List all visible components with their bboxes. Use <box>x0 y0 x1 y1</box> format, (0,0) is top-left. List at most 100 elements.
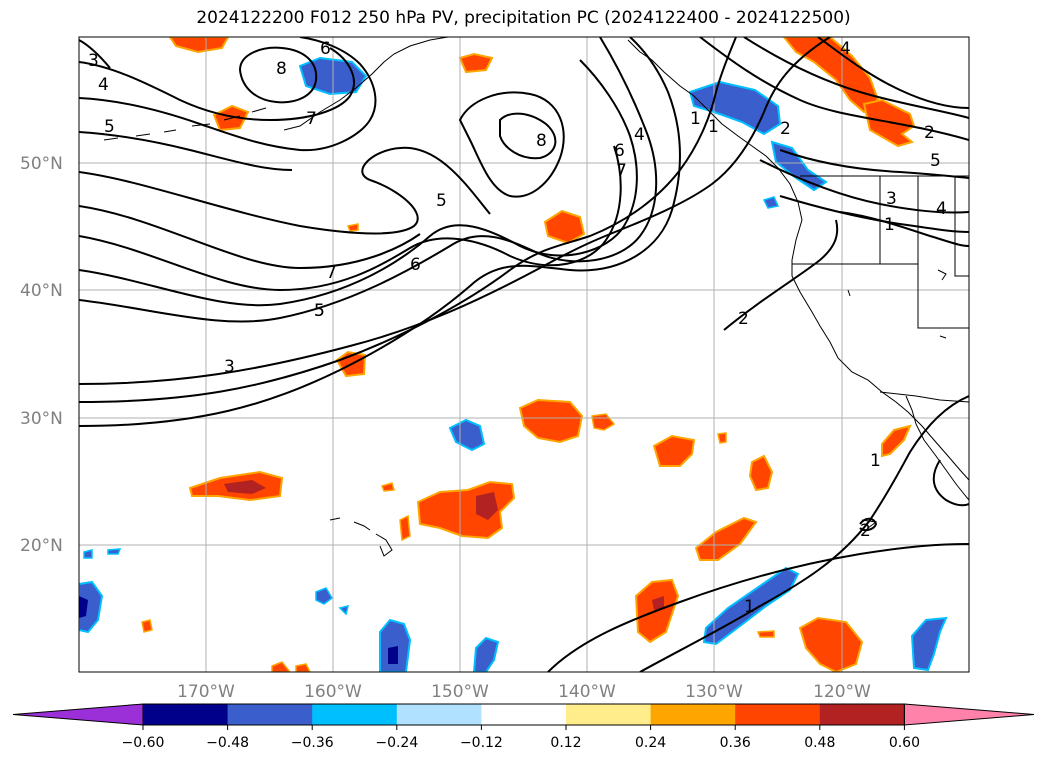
colorbar-tick-label: −0.36 <box>291 735 334 751</box>
contour-label: 5 <box>314 301 325 321</box>
map-title: 2024122200 F012 250 hPa PV, precipitatio… <box>196 8 851 28</box>
latitude-label: 50°N <box>20 154 63 174</box>
positive-precip-patch <box>346 223 359 232</box>
pv-contour <box>639 395 969 672</box>
positive-precip-patch <box>518 398 584 444</box>
contour-label: 5 <box>104 117 115 137</box>
positive-precip-patch <box>168 37 230 54</box>
contour-label: 8 <box>536 131 547 151</box>
contour-label: 3 <box>88 51 99 71</box>
contour-label: 7 <box>326 263 337 283</box>
positive-precip-patch <box>141 619 153 633</box>
negative-precip-patch <box>448 418 486 452</box>
colorbar-segment <box>396 704 482 725</box>
pv-contour <box>932 459 969 507</box>
colorbar-tick-label: −0.60 <box>122 735 165 751</box>
contour-label: 7 <box>306 109 317 129</box>
pv-contour <box>79 47 355 122</box>
pv-contour <box>779 149 969 179</box>
colorbar-tick-label: 0.12 <box>550 735 581 751</box>
positive-precip-patch <box>458 52 494 74</box>
pv-contour <box>817 37 969 109</box>
colorbar-tick-label: 0.48 <box>804 735 835 751</box>
contour-label: 6 <box>320 39 331 59</box>
alaska-coastline <box>283 37 449 131</box>
negative-precip-patch <box>83 549 93 559</box>
longitude-label: 160°W <box>304 682 362 702</box>
contour-label: 1 <box>870 451 881 471</box>
colorbar-tick-label: 0.60 <box>889 735 920 751</box>
colorbar-tick-label: −0.48 <box>206 735 249 751</box>
baja-coastline <box>905 395 969 501</box>
graticule <box>79 37 969 672</box>
pv-contour <box>547 543 969 672</box>
negative-precip-patch <box>910 616 948 672</box>
positive-precip-patch <box>798 616 864 672</box>
positive-precip-patch <box>543 209 586 245</box>
positive-precip-patch <box>295 663 311 672</box>
longitude-label: 170°W <box>177 682 235 702</box>
positive-precip-patch <box>380 482 395 492</box>
pv-contours <box>79 37 969 672</box>
contour-label: 1 <box>690 109 701 129</box>
longitude-label: 130°W <box>685 682 743 702</box>
longitude-label: 120°W <box>813 682 871 702</box>
negative-precip-patch <box>379 618 412 672</box>
negative-precip-patch <box>315 587 333 605</box>
negative-precip-patch <box>388 646 398 664</box>
pv-contour <box>79 146 491 235</box>
colorbar-tick-label: −0.24 <box>375 735 418 751</box>
map-frame <box>78 36 970 673</box>
pv-contour <box>859 517 878 532</box>
positive-precip-patch <box>652 434 696 467</box>
contour-label: 2 <box>860 521 871 541</box>
pv-contour <box>79 145 622 292</box>
pv-contour <box>723 219 839 331</box>
contour-label: 4 <box>936 199 947 219</box>
pv-contour <box>79 59 638 307</box>
negative-precip-patch <box>688 80 782 136</box>
contour-label: 2 <box>780 119 791 139</box>
pv-contour <box>79 39 111 69</box>
negative-precip-patch <box>79 596 88 618</box>
contour-label: 3 <box>886 189 897 209</box>
contour-label: 1 <box>708 117 719 137</box>
positive-precip-patch <box>652 596 664 610</box>
colorbar-segment <box>143 704 229 725</box>
canada-coastline <box>627 39 803 221</box>
colorbar-tick-label: 0.24 <box>635 735 666 751</box>
contour-label: 4 <box>840 39 851 59</box>
pv-contour-high <box>499 112 557 160</box>
contour-label: 6 <box>614 141 625 161</box>
colorbar-extend-high <box>903 703 1035 726</box>
pacific-northwest-coastline <box>791 219 969 481</box>
contour-label: 5 <box>314 301 325 321</box>
colorbar-tick-label: 0.36 <box>720 735 751 751</box>
positive-precip-patch <box>748 454 774 492</box>
longitude-label: 150°W <box>431 682 489 702</box>
latitude-axis: 50°N 40°N 30°N 20°N <box>20 154 63 556</box>
colorbar-outline <box>142 703 905 726</box>
longitude-axis: 170°W 160°W 150°W 140°W 130°W 120°W <box>177 682 871 702</box>
colorbar: −0.60 −0.48 −0.36 −0.24 −0.12 0.12 0.24 0.36 0.4… <box>12 703 1035 751</box>
pv-contour <box>79 37 737 403</box>
positive-precip-patch <box>782 37 880 114</box>
contour-label: 5 <box>436 191 447 211</box>
contour-label: 8 <box>276 59 287 79</box>
mexico-border <box>879 391 969 403</box>
pv-contour <box>79 37 681 427</box>
pv-contour <box>699 37 969 141</box>
pv-contour <box>79 37 377 152</box>
contour-label: 2 <box>738 309 749 329</box>
contour-label: 7 <box>616 161 627 181</box>
colorbar-segment <box>312 704 398 725</box>
latitude-label: 40°N <box>20 281 63 301</box>
hawaii-islands <box>329 517 393 557</box>
pv-contour <box>759 159 969 214</box>
negative-precip-patch <box>472 636 500 672</box>
pv-contour <box>743 37 969 119</box>
positive-precip-patch <box>881 424 912 458</box>
latitude-label: 20°N <box>20 536 63 556</box>
positive-precip-patch <box>756 630 775 638</box>
